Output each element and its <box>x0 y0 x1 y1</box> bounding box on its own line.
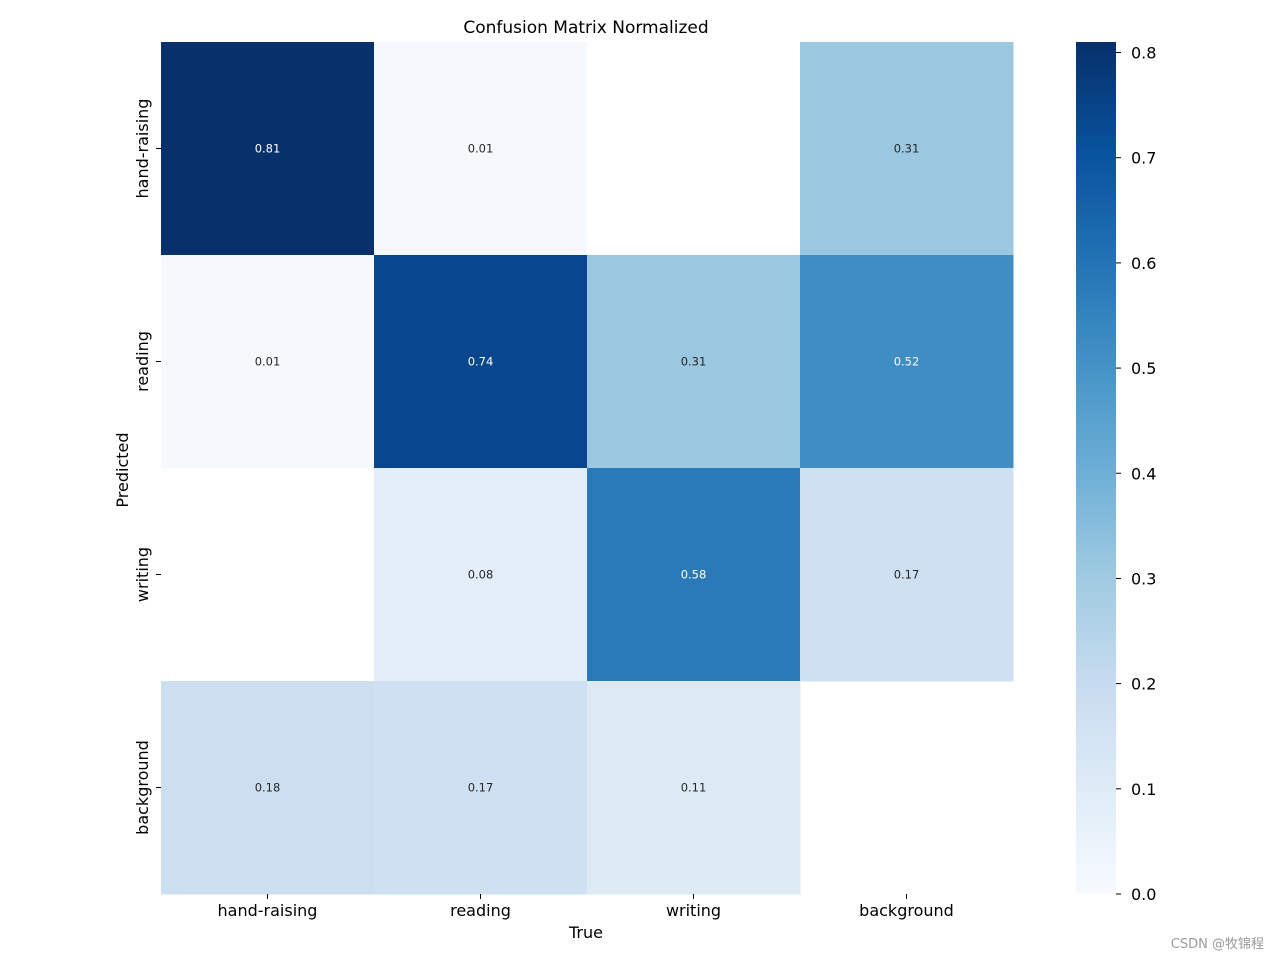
heatmap-cell <box>800 468 1014 682</box>
y-axis-label: Predicted <box>113 432 132 507</box>
y-axis-ticks: hand-raising reading writing background <box>133 99 161 835</box>
cell-value-label: 0.01 <box>468 142 494 156</box>
heatmap-cell-labels: 0.81 0.01 0.31 0.01 0.74 0.31 0.52 0.08 0.58 0.17… <box>255 142 920 795</box>
cell-value-label: 0.18 <box>255 781 281 795</box>
watermark: CSDN @牧锦程 <box>1170 937 1264 952</box>
y-tick-label: writing <box>133 547 152 602</box>
x-tick-label: background <box>859 901 954 920</box>
cell-value-label: 0.52 <box>894 355 920 369</box>
colorbar-tick-label: 0.3 <box>1131 569 1156 588</box>
x-axis-ticks: hand-raising reading writing background <box>218 894 954 920</box>
colorbar-ticks: 0.0 0.1 0.2 0.3 0.4 0.5 0.6 0.7 0.8 <box>1116 44 1156 904</box>
heatmap-cells <box>161 42 1014 895</box>
heatmap-cell <box>587 255 801 469</box>
colorbar <box>1076 42 1116 894</box>
heatmap-cell <box>800 42 1014 256</box>
cell-value-label: 0.17 <box>894 568 920 582</box>
colorbar-tick-label: 0.6 <box>1131 254 1156 273</box>
heatmap-cell <box>161 42 375 256</box>
heatmap-cell <box>374 468 588 682</box>
y-tick-label: hand-raising <box>133 99 152 199</box>
heatmap-cell <box>161 681 375 895</box>
y-tick-label: background <box>133 740 152 835</box>
heatmap-cell <box>587 468 801 682</box>
cell-value-label: 0.08 <box>468 568 494 582</box>
cell-value-label: 0.74 <box>468 355 494 369</box>
x-tick-label: writing <box>666 901 721 920</box>
colorbar-tick-label: 0.7 <box>1131 149 1156 168</box>
cell-value-label: 0.01 <box>255 355 281 369</box>
heatmap-cell <box>800 255 1014 469</box>
heatmap-cell <box>587 681 801 895</box>
heatmap-cell <box>374 681 588 895</box>
colorbar-tick-label: 0.4 <box>1131 464 1156 483</box>
cell-value-label: 0.81 <box>255 142 281 156</box>
heatmap-cell <box>374 42 588 256</box>
heatmap-cell <box>161 255 375 469</box>
cell-value-label: 0.17 <box>468 781 494 795</box>
x-axis-label: True <box>568 923 603 942</box>
y-tick-label: reading <box>133 331 152 392</box>
colorbar-tick-label: 0.2 <box>1131 675 1156 694</box>
colorbar-tick-label: 0.0 <box>1131 885 1156 904</box>
cell-value-label: 0.11 <box>681 781 707 795</box>
chart-title: Confusion Matrix Normalized <box>463 18 708 38</box>
colorbar-tick-label: 0.1 <box>1131 780 1156 799</box>
cell-value-label: 0.58 <box>681 568 707 582</box>
colorbar-tick-label: 0.5 <box>1131 359 1156 378</box>
cell-value-label: 0.31 <box>681 355 707 369</box>
heatmap-cell <box>374 255 588 469</box>
colorbar-tick-label: 0.8 <box>1131 44 1156 63</box>
cell-value-label: 0.31 <box>894 142 920 156</box>
x-tick-label: hand-raising <box>218 901 318 920</box>
x-tick-label: reading <box>450 901 511 920</box>
